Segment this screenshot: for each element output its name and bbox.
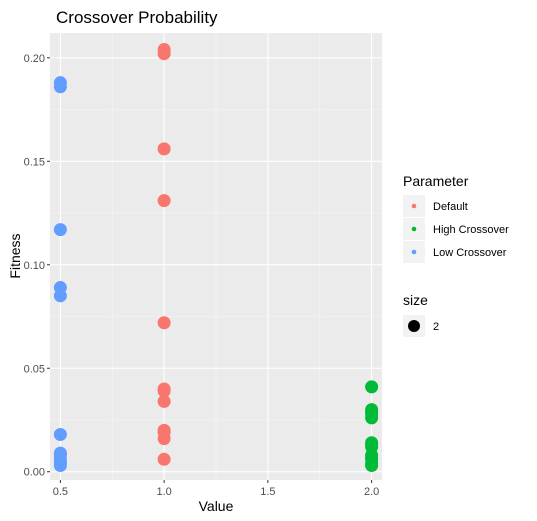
- data-point-default: [157, 142, 171, 156]
- data-point-low-crossover: [53, 289, 67, 303]
- data-point-default: [157, 432, 171, 446]
- y-axis-title: Fitness: [7, 233, 23, 278]
- x-tick-label: 1.5: [260, 486, 275, 498]
- y-tick-label: 0.00: [24, 467, 45, 479]
- data-point-low-crossover: [53, 427, 67, 441]
- x-axis-ticks: 0.5 1.0 1.5 2.0: [53, 480, 379, 498]
- legend-label-high-crossover: High Crossover: [433, 224, 509, 236]
- data-points: [53, 43, 379, 473]
- legend-dot-high-crossover: [411, 226, 417, 232]
- x-tick-label: 1.0: [156, 486, 171, 498]
- legend-dot-default: [411, 203, 417, 209]
- size-legend: size 2: [403, 292, 439, 337]
- color-legend: Parameter Default High Crossover Low Cross…: [403, 173, 509, 263]
- data-point-default: [157, 47, 171, 61]
- data-point-low-crossover: [53, 223, 67, 237]
- data-point-high-crossover: [365, 380, 379, 394]
- legend-title: Parameter: [403, 173, 469, 189]
- size-legend-label: 2: [433, 321, 439, 333]
- x-axis-title: Value: [199, 498, 234, 514]
- y-axis-ticks: 0.00 0.05 0.10 0.15 0.20: [24, 53, 50, 479]
- legend-label-default: Default: [433, 201, 468, 213]
- data-point-default: [157, 394, 171, 408]
- data-point-default: [157, 452, 171, 466]
- legend-label-low-crossover: Low Crossover: [433, 247, 507, 259]
- size-legend-title: size: [403, 292, 428, 308]
- y-tick-label: 0.20: [24, 53, 45, 65]
- legend-dot-low-crossover: [411, 249, 417, 255]
- x-tick-label: 0.5: [53, 486, 68, 498]
- chart-title: Crossover Probability: [56, 8, 218, 27]
- data-point-high-crossover: [365, 459, 379, 473]
- data-point-low-crossover: [53, 459, 67, 473]
- y-tick-label: 0.10: [24, 260, 45, 272]
- x-tick-label: 2.0: [364, 486, 379, 498]
- y-tick-label: 0.05: [24, 363, 45, 375]
- data-point-default: [157, 316, 171, 330]
- data-point-low-crossover: [53, 80, 67, 94]
- y-tick-label: 0.15: [24, 156, 45, 168]
- size-legend-dot: [408, 320, 420, 332]
- data-point-default: [157, 384, 171, 398]
- data-point-default: [157, 194, 171, 208]
- data-point-high-crossover: [365, 411, 379, 425]
